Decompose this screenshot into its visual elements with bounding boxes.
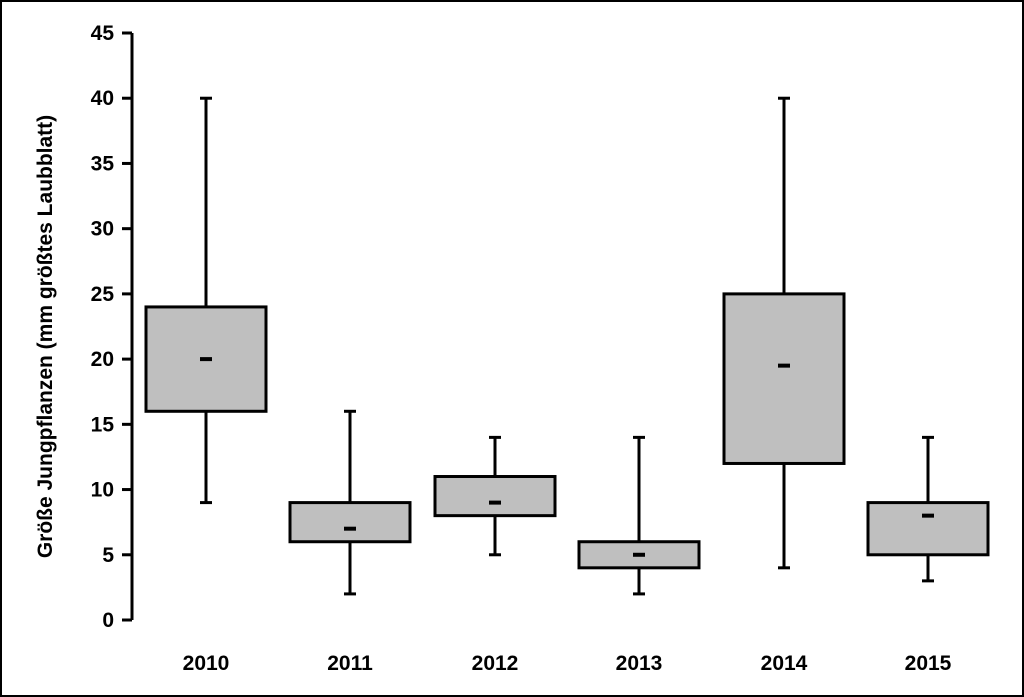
y-tick-label-10: 10 (91, 479, 114, 502)
y-tick-label-5: 5 (102, 544, 114, 567)
box-2015 (866, 501, 990, 557)
y-tick-label-40: 40 (91, 87, 114, 110)
y-tick-label-45: 45 (91, 22, 115, 45)
x-tick-label-2013: 2013 (616, 652, 663, 675)
y-tick-label-30: 30 (91, 218, 114, 241)
x-tick-label-2010: 2010 (183, 652, 230, 675)
y-axis-title: Größe Jungpflanzen (mm größtes Laubblatt… (34, 115, 57, 558)
y-tick-label-15: 15 (91, 413, 115, 436)
box-2012 (433, 475, 557, 518)
box-2011 (288, 501, 412, 544)
x-tick-label-2012: 2012 (472, 652, 519, 675)
x-tick-label-2011: 2011 (327, 652, 373, 675)
y-tick-label-35: 35 (91, 152, 115, 175)
y-tick-label-0: 0 (102, 609, 114, 632)
x-tick-label-2014: 2014 (761, 652, 808, 675)
x-tick-label-2015: 2015 (905, 652, 952, 675)
y-tick-label-20: 20 (91, 348, 114, 371)
y-tick-label-25: 25 (91, 283, 115, 306)
box-2014 (722, 292, 846, 465)
